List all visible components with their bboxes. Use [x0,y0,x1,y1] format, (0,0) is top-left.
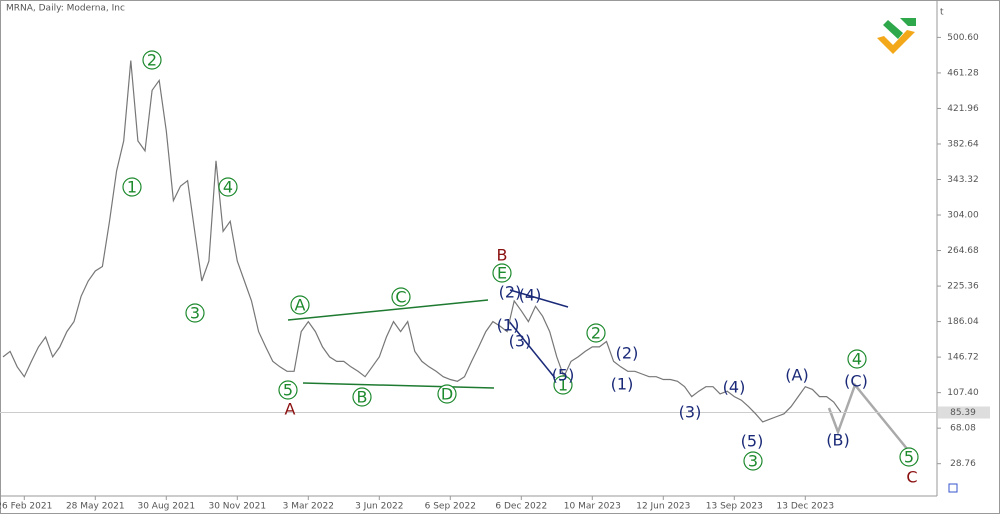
chart-title: MRNA, Daily: Moderna, Inc [6,4,125,14]
wave-circle [847,349,867,369]
wave-label: (1) [497,316,520,335]
wave-circle [290,295,310,315]
x-tick-label: 30 Nov 2021 [208,502,266,512]
y-tick-label: 382.64 [947,139,979,149]
wave-label: (1) [611,375,634,394]
wave-label: B [357,388,368,407]
wave-label: (4) [723,378,746,397]
wave-circle [437,384,457,404]
scale-button[interactable] [948,483,958,493]
wave-label: 5 [904,448,914,467]
wave-label: 4 [852,350,862,369]
wave-circle [218,177,238,197]
x-tick-label: 28 May 2021 [66,502,125,512]
wave-label: 3 [190,304,200,323]
current-price-label: 85.39 [950,408,976,418]
wave-label: (3) [509,332,532,351]
logo [877,18,916,54]
wave-label: 2 [591,324,601,343]
x-tick-label: 12 Jun 2023 [636,502,690,512]
x-tick-label: 10 Mar 2023 [564,502,621,512]
x-tick-label: 6 Sep 2022 [425,502,476,512]
wave-circle [492,263,512,283]
y-tick-label: 264.68 [947,246,979,256]
wave-label: (4) [519,286,542,305]
y-tick-label: 28.76 [950,459,976,469]
y-tick-label: 304.00 [947,211,979,221]
wave-circle [586,323,606,343]
wave-label: 1 [558,376,568,395]
wave-label: A [295,296,306,315]
wave-label: (B) [826,431,849,450]
wave-label: (5) [741,432,764,451]
wave-label: (C) [844,372,868,391]
wave-circle [142,50,162,70]
wave-label: A [285,400,296,419]
wave-label: C [395,288,406,307]
trend-lines [287,289,909,451]
y-tick-label: 343.32 [947,175,979,185]
y-tick-label: 225.36 [947,282,979,292]
y-tick-label: 146.72 [947,353,979,363]
wave-label: (2) [499,283,522,302]
wave-circle [391,287,411,307]
y-tick-label: 500.60 [947,33,979,43]
wave-circle [352,387,372,407]
wave-label: 2 [147,51,157,70]
x-tick-label: 13 Sep 2023 [706,502,763,512]
x-tick-label: 6 Dec 2022 [495,502,547,512]
x-tick-label: 3 Mar 2022 [283,502,334,512]
y-tick-label: 107.40 [947,388,979,398]
wave-circle [743,451,763,471]
y-tick-label: 68.08 [950,424,976,434]
wave-label: 5 [283,381,293,400]
wave-label: 1 [127,178,137,197]
y-tick-label: 461.28 [947,68,979,78]
wave-label: B [497,246,508,265]
y-tick-label: 421.96 [947,104,979,114]
wave-circle [278,380,298,400]
wave-label: 4 [223,178,233,197]
wave-label: (5) [552,366,575,385]
wave-label: 3 [748,452,758,471]
wave-label: (3) [679,403,702,422]
current-price-box [938,406,990,419]
wave-label: D [441,385,453,404]
x-tick-label: 26 Feb 2021 [0,502,52,512]
y-tick-label: 186.04 [947,317,979,327]
wave-label: E [497,264,507,283]
wave-label: C [906,468,917,487]
x-tick-label: 13 Dec 2023 [777,502,835,512]
wave-circle [553,375,573,395]
x-tick-label: 3 Jun 2022 [355,502,403,512]
icon: t [940,8,944,18]
wave-circle [899,447,919,467]
wave-label: (A) [785,366,808,385]
wave-label: (2) [616,344,639,363]
wave-circle [122,177,142,197]
x-tick-label: 30 Aug 2021 [137,502,195,512]
wave-circle [185,303,205,323]
price-line [2,60,842,423]
